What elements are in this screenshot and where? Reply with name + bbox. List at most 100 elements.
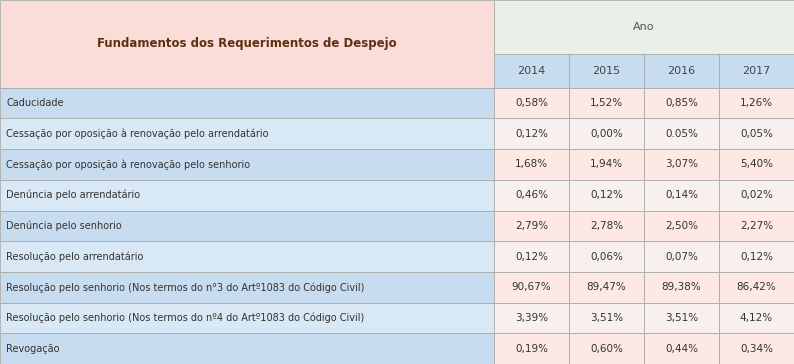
Text: Cessação por oposição à renovação pelo arrendatário: Cessação por oposição à renovação pelo a… <box>6 128 269 139</box>
Bar <box>494 180 569 210</box>
Text: 0,44%: 0,44% <box>665 344 698 354</box>
Text: 0,58%: 0,58% <box>515 98 548 108</box>
Text: 90,67%: 90,67% <box>511 282 551 292</box>
Text: Caducidade: Caducidade <box>6 98 64 108</box>
Text: 2,78%: 2,78% <box>590 221 623 231</box>
Text: Resolução pelo senhorio (Nos termos do nº4 do Artº1083 do Código Civil): Resolução pelo senhorio (Nos termos do n… <box>6 313 364 323</box>
Bar <box>494 302 569 333</box>
Text: 0.05%: 0.05% <box>665 129 698 139</box>
Text: Denúncia pelo arrendatário: Denúncia pelo arrendatário <box>6 190 141 201</box>
Text: 0,85%: 0,85% <box>665 98 698 108</box>
Bar <box>0 302 494 333</box>
Bar <box>644 272 719 302</box>
Bar <box>0 241 494 272</box>
Bar <box>719 180 794 210</box>
Text: 0,12%: 0,12% <box>740 252 773 262</box>
Text: 2014: 2014 <box>517 66 545 76</box>
Bar <box>719 302 794 333</box>
Text: Ano: Ano <box>633 22 655 32</box>
Text: 1,68%: 1,68% <box>515 159 548 170</box>
Text: 0,12%: 0,12% <box>515 129 548 139</box>
Bar <box>494 118 569 149</box>
Text: Revogação: Revogação <box>6 344 60 354</box>
Text: 1,26%: 1,26% <box>740 98 773 108</box>
Text: 2016: 2016 <box>668 66 696 76</box>
Bar <box>494 210 569 241</box>
Text: Denúncia pelo senhorio: Denúncia pelo senhorio <box>6 221 122 231</box>
Bar <box>644 88 719 118</box>
Text: 1,52%: 1,52% <box>590 98 623 108</box>
Text: 3,07%: 3,07% <box>665 159 698 170</box>
Bar <box>719 149 794 180</box>
Bar <box>0 333 494 364</box>
Text: 0,46%: 0,46% <box>515 190 548 200</box>
Bar <box>569 241 644 272</box>
Text: 86,42%: 86,42% <box>737 282 777 292</box>
Text: 0,12%: 0,12% <box>515 252 548 262</box>
Bar <box>644 241 719 272</box>
Text: 2017: 2017 <box>742 66 771 76</box>
Text: Resolução pelo senhorio (Nos termos do n°3 do Artº1083 do Código Civil): Resolução pelo senhorio (Nos termos do n… <box>6 282 364 293</box>
Text: Cessação por oposição à renovação pelo senhorio: Cessação por oposição à renovação pelo s… <box>6 159 250 170</box>
Bar <box>0 180 494 210</box>
Text: Fundamentos dos Requerimentos de Despejo: Fundamentos dos Requerimentos de Despejo <box>97 37 397 50</box>
Bar <box>569 333 644 364</box>
Bar <box>569 149 644 180</box>
Text: 3,51%: 3,51% <box>665 313 698 323</box>
Bar <box>0 0 494 88</box>
Bar <box>0 118 494 149</box>
Bar <box>719 118 794 149</box>
Bar <box>494 272 569 302</box>
Text: 89,47%: 89,47% <box>587 282 626 292</box>
Text: 0,19%: 0,19% <box>515 344 548 354</box>
Text: 89,38%: 89,38% <box>661 282 701 292</box>
Bar <box>644 210 719 241</box>
Bar <box>644 302 719 333</box>
Text: 5,40%: 5,40% <box>740 159 773 170</box>
Text: 2,27%: 2,27% <box>740 221 773 231</box>
Bar <box>494 54 569 88</box>
Bar <box>719 88 794 118</box>
Text: 2,50%: 2,50% <box>665 221 698 231</box>
Bar <box>569 180 644 210</box>
Bar <box>569 118 644 149</box>
Text: 0,14%: 0,14% <box>665 190 698 200</box>
Bar <box>569 302 644 333</box>
Text: 3,51%: 3,51% <box>590 313 623 323</box>
Bar <box>719 241 794 272</box>
Bar <box>494 88 569 118</box>
Bar <box>569 210 644 241</box>
Text: 1,94%: 1,94% <box>590 159 623 170</box>
Bar <box>644 180 719 210</box>
Bar <box>719 333 794 364</box>
Text: 0,12%: 0,12% <box>590 190 623 200</box>
Bar <box>719 210 794 241</box>
Bar <box>569 88 644 118</box>
Text: 0,34%: 0,34% <box>740 344 773 354</box>
Bar <box>494 241 569 272</box>
Text: 0,05%: 0,05% <box>740 129 773 139</box>
Bar <box>644 54 719 88</box>
Bar <box>644 149 719 180</box>
Bar <box>719 54 794 88</box>
Bar <box>0 149 494 180</box>
Text: 4,12%: 4,12% <box>740 313 773 323</box>
Bar <box>494 333 569 364</box>
Text: Resolução pelo arrendatário: Resolução pelo arrendatário <box>6 251 144 262</box>
Bar <box>644 333 719 364</box>
Bar <box>494 149 569 180</box>
Bar <box>719 272 794 302</box>
Text: 0,00%: 0,00% <box>590 129 622 139</box>
Text: 2015: 2015 <box>592 66 620 76</box>
Bar <box>644 118 719 149</box>
Text: 2,79%: 2,79% <box>515 221 548 231</box>
Text: 0,06%: 0,06% <box>590 252 622 262</box>
Bar <box>494 0 794 54</box>
Text: 0,02%: 0,02% <box>740 190 773 200</box>
Bar <box>569 54 644 88</box>
Bar <box>0 210 494 241</box>
Text: 3,39%: 3,39% <box>515 313 548 323</box>
Bar <box>0 272 494 302</box>
Text: 0,07%: 0,07% <box>665 252 698 262</box>
Text: 0,60%: 0,60% <box>590 344 622 354</box>
